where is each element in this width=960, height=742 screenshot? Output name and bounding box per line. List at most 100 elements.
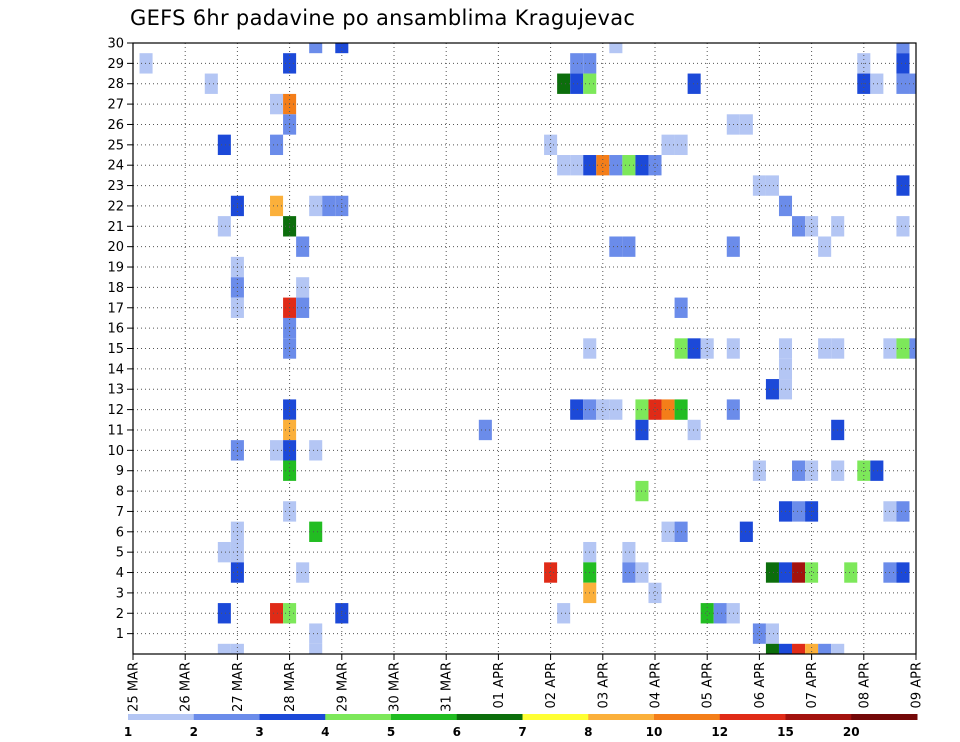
y-tick-label: 10 [107,444,124,459]
x-tick-label: 01 APR [492,662,507,708]
heatmap-cell [687,419,701,441]
y-tick-label: 16 [107,322,124,337]
y-tick-label: 4 [116,566,124,581]
y-tick-label: 8 [116,485,124,500]
x-axis: 25 MAR 26 MAR 27 MAR 28 MAR 29 MAR 30 MAR 31 M… [127,654,925,712]
heatmap-cell [661,399,675,420]
heatmap-cell [139,53,153,74]
heatmap-cell [309,440,323,461]
heatmap-cell [792,216,806,237]
heatmap-cell [322,195,336,217]
heatmap-cell [818,236,832,257]
colorbar-swatch [654,714,721,720]
heatmap-cell [217,603,231,624]
heatmap-cell [204,73,218,94]
colorbar-swatch [588,714,655,720]
y-tick-label: 6 [116,525,124,540]
heatmap-cell [544,134,558,156]
heatmap-cell [335,43,349,54]
heatmap-cell [896,43,910,54]
y-tick-label: 5 [116,546,124,561]
heatmap-cell [896,53,910,74]
heatmap-cell [909,73,916,94]
colorbar-label: 2 [190,725,198,739]
x-tick-label: 06 APR [753,662,768,708]
heatmap-cell [217,134,231,156]
x-tick-label: 03 APR [596,662,611,708]
y-tick-label: 17 [107,301,124,316]
heatmap-cell [270,440,284,461]
heatmap-cell [596,399,610,420]
heatmap-cell [792,643,806,654]
heatmap-cell [765,623,779,644]
heatmap-cell [778,643,793,654]
heatmap-cell [622,562,636,583]
colorbar-swatch [719,714,786,720]
heatmap-cell [896,562,910,583]
y-tick-label: 25 [107,138,124,153]
heatmap-cell [870,73,884,94]
y-tick-label: 9 [116,464,124,479]
y-tick-label: 11 [107,423,124,438]
x-tick-label: 02 APR [544,662,559,708]
x-tick-label: 04 APR [649,662,664,708]
colorbar-label: 7 [518,725,526,739]
heatmap-cell [296,562,310,583]
heatmap-cell [805,643,819,654]
heatmap-cell [739,521,753,542]
heatmap-cell [270,603,284,624]
heatmap-cell [896,501,910,522]
heatmap-cell [296,297,310,318]
heatmap-cell [896,73,910,94]
heatmap-cell [622,155,636,176]
y-tick-label: 27 [107,98,124,113]
heatmap-cell [765,562,779,583]
y-tick-label: 13 [107,383,124,398]
heatmap-cell [687,338,701,359]
y-axis: 1234567891011121314151617181920212223242… [107,37,133,642]
heatmap-cell [570,399,584,420]
colorbar-label: 3 [255,725,263,739]
heatmap-cell [896,175,910,196]
colorbar-swatch [391,714,458,720]
colorbar: 1 2 3 4 5 6 7 8 10 12 15 20 [124,714,918,739]
heatmap-cell [909,338,916,359]
heatmap-cell [309,43,323,54]
heatmap-cell [570,53,584,74]
heatmap-cell [557,603,571,624]
heatmap-cell [270,195,284,217]
y-tick-label: 24 [107,159,124,174]
heatmap-cell [792,501,806,522]
heatmap-cell [309,521,323,542]
y-tick-label: 29 [107,57,124,72]
heatmap-cell [713,603,727,624]
colorbar-swatch [851,714,918,720]
heatmap-cell [309,643,323,654]
colorbar-swatch [456,714,523,720]
heatmap-cell [752,460,766,481]
x-tick-label: 30 MAR [388,662,403,712]
heatmap-cell [831,643,845,654]
heatmap-cell [687,73,701,94]
heatmap-cell [596,155,610,176]
heatmap-cell [270,134,284,156]
grid-layer [133,43,916,654]
colorbar-label: 20 [843,725,860,739]
y-tick-label: 30 [107,37,124,52]
heatmap-cell [765,379,779,400]
heatmap-cell [739,114,753,135]
heatmap-cell [609,155,623,176]
heatmap-cell [309,623,323,644]
heatmap-cell [896,338,910,359]
y-tick-label: 22 [107,199,124,214]
y-tick-label: 26 [107,118,124,133]
colorbar-swatch [128,714,195,720]
colorbar-swatch [193,714,260,720]
y-tick-label: 1 [116,627,124,642]
heatmap-cell [557,73,571,94]
x-tick-label: 27 MAR [231,662,246,712]
x-tick-label: 08 APR [857,662,872,708]
heatmap-cell [609,399,623,420]
heatmap-cell [296,236,310,257]
heatmap-cell [805,216,819,237]
